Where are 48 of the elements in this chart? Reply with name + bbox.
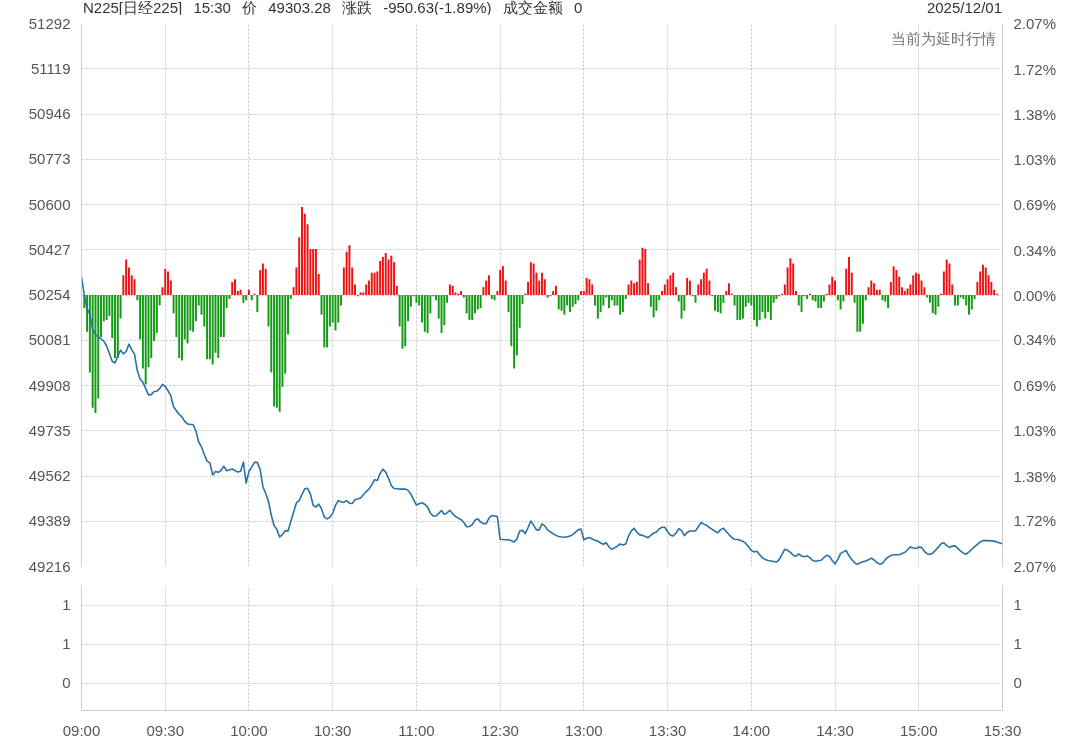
x-tick-label: 13:00: [565, 721, 603, 739]
y2-tick-label: 1.03%: [1013, 151, 1057, 169]
y-tick-label: 50254: [28, 286, 71, 303]
y-tick-label: 50773: [28, 150, 71, 168]
y-tick-label: 49735: [28, 421, 71, 439]
x-tick-label: 10:00: [230, 721, 268, 739]
y-tick-label: 0: [62, 674, 71, 692]
y2-tick-label: 0.34%: [1013, 331, 1057, 349]
x-tick-label: 09:30: [146, 721, 185, 739]
y2-tick-label: 1.03%: [1013, 421, 1057, 439]
x-tick-label: 14:00: [732, 721, 771, 739]
y2-tick-label: 1.38%: [1013, 467, 1057, 485]
y-tick-label: 50600: [28, 195, 71, 213]
x-tick-label: 15:30: [983, 721, 1022, 739]
y2-tick-label: 0.69%: [1013, 196, 1057, 213]
chart-title: N225[日经225] 15:30 价 49303.28 涨跌 -950.63(-1.89%) 成交金额 0: [83, 0, 583, 16]
y2-tick-label: 0.34%: [1013, 241, 1057, 259]
y2-tick-label: 2.07%: [1013, 558, 1057, 575]
y2-tick-label: 1.72%: [1013, 512, 1057, 530]
x-tick-label: 13:30: [648, 721, 687, 739]
y-tick-label: 49389: [28, 512, 71, 530]
x-tick-label: 14:30: [816, 721, 854, 739]
x-tick-label: 09:00: [62, 721, 101, 739]
y-tick-label: 51292: [28, 14, 71, 32]
y2-tick-label: 1: [1013, 596, 1022, 614]
y2-tick-label: 1: [1013, 635, 1022, 653]
x-tick-label: 15:00: [900, 721, 938, 739]
y2-tick-label: 0.69%: [1013, 377, 1057, 394]
x-tick-label: 11:00: [398, 721, 435, 739]
y-tick-label: 49216: [28, 557, 71, 575]
chart-subtitle: 2025/12/01: [926, 0, 1002, 16]
x-tick-label: 12:30: [481, 721, 519, 739]
y-tick-label: 1: [62, 596, 71, 614]
y2-tick-label: 2.07%: [1013, 15, 1057, 32]
line-series: [81, 276, 1003, 566]
y-tick-label: 1: [62, 635, 71, 653]
y-tick-label: 49562: [28, 467, 71, 484]
y-tick-label: 49908: [28, 376, 71, 394]
y2-tick-label: 0: [1013, 674, 1022, 692]
y-tick-label: 50946: [28, 105, 71, 122]
y-tick-label: 50081: [28, 331, 71, 349]
y2-tick-label: 1.38%: [1013, 105, 1057, 123]
y2-tick-label: 0.00%: [1013, 286, 1057, 304]
x-tick-label: 10:30: [313, 721, 352, 739]
annotation: 当前为延时行情: [890, 29, 996, 47]
y-tick-label: 51119: [31, 59, 71, 77]
y2-tick-label: 1.72%: [1013, 60, 1057, 78]
y-tick-label: 50427: [28, 240, 71, 258]
